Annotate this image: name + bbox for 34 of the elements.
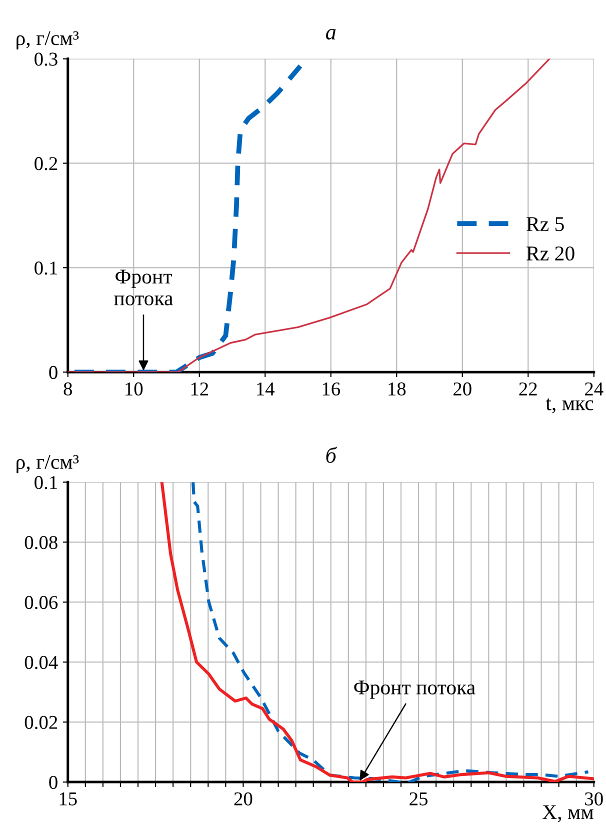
x-tick-label: 18 [388,382,406,396]
y-tick-label: 0.02 [24,716,58,730]
y-tick-label: 0.1 [34,476,57,490]
x-tick-label: 22 [519,382,537,396]
y-tick-label: 0.04 [24,656,58,670]
x-tick-label: 14 [257,382,275,396]
x-tick-label: 10 [126,382,143,396]
chart-title: а [326,28,336,40]
x-tick-label: 20 [234,792,252,806]
x-tick-label: 30 [585,792,603,806]
y-tick-label: 0.06 [24,596,58,610]
x-tick-label: 24 [585,382,604,396]
annotation: Фронт потока [354,680,476,699]
x-tick-label: 8 [64,382,72,396]
legend-label: Rz 5 [526,217,564,232]
annotation: Фронт потока [114,270,173,306]
x-tick-label: 20 [454,382,472,396]
y-tick-label: 0.2 [34,157,58,170]
x-tick-label: 25 [410,792,428,806]
chart-title: б [326,446,338,463]
x-tick-label: 12 [191,382,208,396]
y-axis-title: ρ, г/см³ [16,454,79,474]
y-tick-label: 0.3 [34,52,58,66]
legend-label: Rz 20 [526,246,574,261]
x-axis-title: t, мкс [546,398,594,414]
y-axis-title: ρ, г/см³ [16,31,79,50]
y-tick-label: 0 [49,776,58,789]
x-tick-label: 15 [60,792,77,806]
line-series [72,64,303,372]
x-axis-title: X, мм [542,805,594,822]
y-tick-label: 0 [49,366,58,380]
y-tick-label: 0.08 [24,536,58,550]
x-tick-label: 16 [322,382,340,396]
y-tick-label: 0.1 [34,261,57,275]
